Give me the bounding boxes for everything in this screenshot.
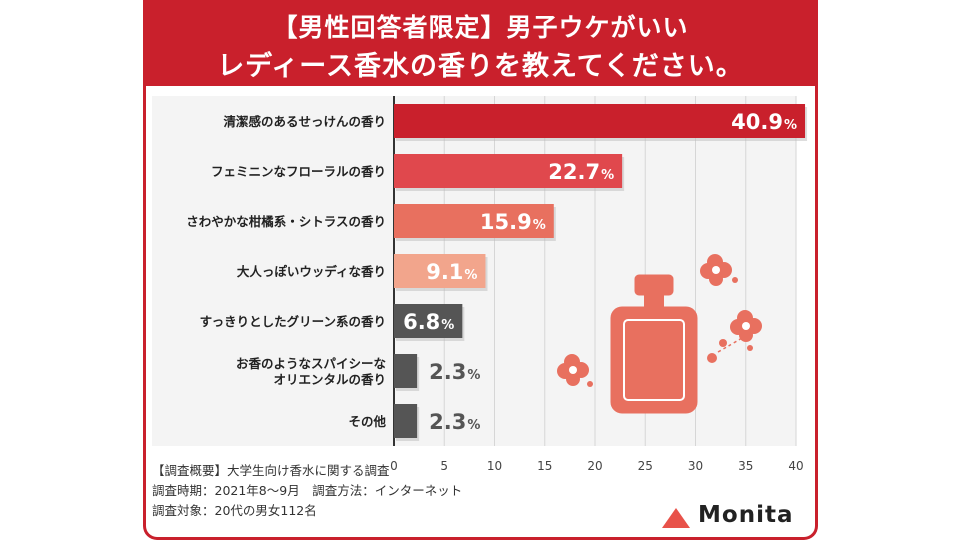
data-label: 22.7% xyxy=(548,160,614,184)
survey-period-method: 調査時期：2021年8～9月 調査方法：インターネット xyxy=(152,483,463,498)
x-tick-label: 15 xyxy=(537,459,552,473)
brand-name: Monita xyxy=(698,502,794,528)
x-tick-label: 40 xyxy=(788,459,803,473)
bar xyxy=(394,104,806,138)
bar xyxy=(394,254,486,288)
flower-icon xyxy=(700,254,732,286)
flower-icon xyxy=(557,354,589,386)
scent-trail-icon xyxy=(717,337,743,353)
bar xyxy=(394,154,623,188)
bar xyxy=(394,204,554,238)
x-tick-label: 10 xyxy=(487,459,502,473)
category-label: さわやかな柑橘系・シトラスの香り xyxy=(186,214,386,229)
data-label: 2.3% xyxy=(429,360,480,384)
data-label: 6.8% xyxy=(403,310,454,334)
category-label: 清潔感のあるせっけんの香り xyxy=(223,114,386,129)
data-label: 15.9% xyxy=(480,210,546,234)
bottle-label-icon xyxy=(623,319,685,401)
bar xyxy=(394,304,463,338)
category-label: 大人っぽいウッディな香り xyxy=(237,264,386,279)
x-tick-label: 25 xyxy=(638,459,653,473)
x-tick-label: 30 xyxy=(688,459,703,473)
x-tick-label: 0 xyxy=(390,459,398,473)
bar xyxy=(394,404,418,438)
x-tick-label: 5 xyxy=(440,459,448,473)
sparkle-icon xyxy=(587,277,753,387)
data-label: 40.9% xyxy=(731,110,797,134)
flower-icon xyxy=(730,310,762,342)
data-label: 9.1% xyxy=(426,260,477,284)
chart-title-line1: 【男性回答者限定】男子ウケがいい xyxy=(272,13,689,42)
bottle-cap-icon xyxy=(634,274,674,296)
brand-triangle-icon xyxy=(662,508,690,528)
category-label: すっきりとしたグリーン系の香り xyxy=(200,314,386,329)
bottle-neck-icon xyxy=(644,294,664,308)
perfume-bottle-illustration xyxy=(557,254,762,414)
survey-overview: 【調査概要】大学生向け香水に関する調査 xyxy=(152,463,390,478)
bar xyxy=(394,354,418,388)
survey-summary: 【調査概要】大学生向け香水に関する調査 調査時期：2021年8～9月 調査方法：… xyxy=(152,461,462,521)
x-tick-label: 35 xyxy=(738,459,753,473)
chart-title-line2: レディース香水の香りを教えてください。 xyxy=(217,51,744,82)
survey-target: 調査対象：20代の男女112名 xyxy=(152,503,317,518)
bottle-body-icon xyxy=(610,306,698,414)
chart-header: 【男性回答者限定】男子ウケがいい レディース香水の香りを教えてください。 xyxy=(146,0,815,86)
category-label: お香のようなスパイシーなオリエンタルの香り xyxy=(236,356,386,387)
brand-logo: Monita xyxy=(660,498,810,536)
category-label: フェミニンなフローラルの香り xyxy=(211,164,386,179)
data-label: 2.3% xyxy=(429,410,480,434)
x-tick-label: 20 xyxy=(587,459,602,473)
category-label: その他 xyxy=(348,414,386,429)
